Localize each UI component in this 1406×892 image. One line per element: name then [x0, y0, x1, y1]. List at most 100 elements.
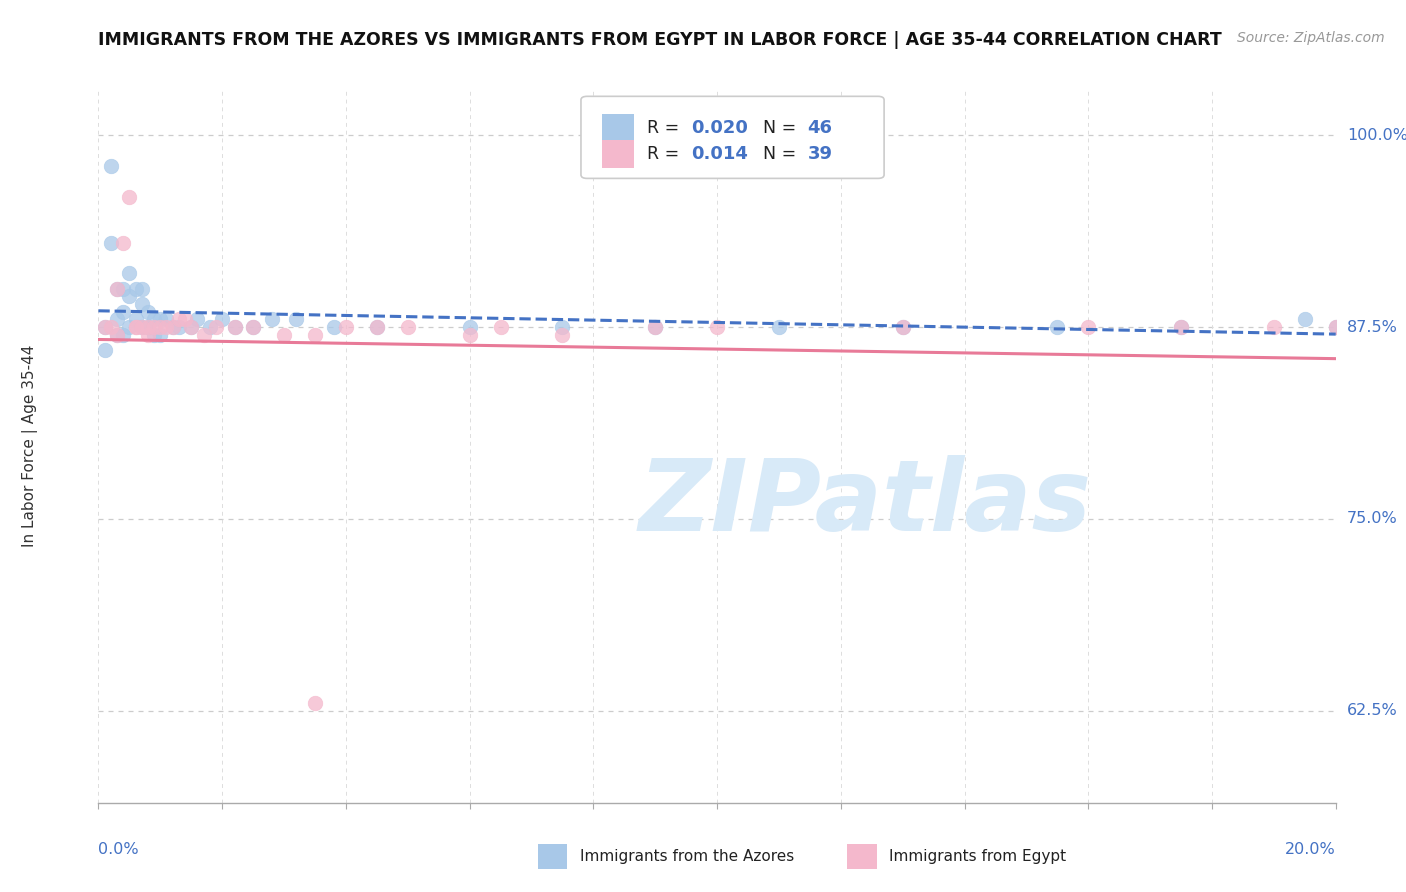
- Text: 0.020: 0.020: [692, 120, 748, 137]
- Point: [198, 320, 221, 334]
- Point: [124, 320, 146, 334]
- Point: [112, 235, 135, 250]
- Point: [366, 320, 388, 334]
- Point: [551, 327, 574, 342]
- Bar: [537, 844, 568, 869]
- Point: [93, 320, 115, 334]
- Point: [124, 312, 146, 326]
- Point: [112, 282, 135, 296]
- Point: [100, 159, 122, 173]
- Point: [1077, 320, 1099, 334]
- Point: [112, 304, 135, 318]
- Point: [224, 320, 246, 334]
- Point: [100, 320, 122, 334]
- Point: [224, 320, 246, 334]
- Point: [149, 312, 172, 326]
- Point: [136, 327, 159, 342]
- Point: [124, 320, 146, 334]
- Point: [162, 320, 184, 334]
- Point: [105, 327, 128, 342]
- Text: 87.5%: 87.5%: [1347, 319, 1398, 334]
- Point: [131, 320, 153, 334]
- Text: 100.0%: 100.0%: [1347, 128, 1406, 143]
- Text: R =: R =: [647, 145, 685, 163]
- Point: [193, 327, 215, 342]
- Text: R =: R =: [647, 120, 685, 137]
- Point: [1324, 320, 1347, 334]
- Bar: [602, 139, 634, 168]
- Point: [105, 327, 128, 342]
- Point: [118, 289, 141, 303]
- Text: 39: 39: [807, 145, 832, 163]
- Point: [1263, 320, 1285, 334]
- Point: [768, 320, 790, 334]
- Point: [149, 320, 172, 334]
- Point: [124, 282, 146, 296]
- Point: [396, 320, 419, 334]
- Point: [644, 320, 666, 334]
- Point: [180, 320, 202, 334]
- Text: In Labor Force | Age 35-44: In Labor Force | Age 35-44: [22, 345, 38, 547]
- Point: [167, 320, 190, 334]
- Point: [458, 320, 481, 334]
- Point: [118, 320, 141, 334]
- Point: [136, 320, 159, 334]
- Point: [105, 312, 128, 326]
- Point: [1046, 320, 1069, 334]
- Text: 46: 46: [807, 120, 832, 137]
- Point: [118, 266, 141, 280]
- Point: [143, 327, 166, 342]
- Point: [93, 320, 115, 334]
- Point: [162, 320, 184, 334]
- Point: [174, 312, 197, 326]
- Text: Source: ZipAtlas.com: Source: ZipAtlas.com: [1237, 31, 1385, 45]
- Point: [1294, 312, 1316, 326]
- Point: [131, 297, 153, 311]
- FancyBboxPatch shape: [581, 96, 884, 178]
- Point: [551, 320, 574, 334]
- Point: [1170, 320, 1192, 334]
- Point: [304, 696, 326, 710]
- Point: [644, 320, 666, 334]
- Bar: [602, 114, 634, 143]
- Point: [335, 320, 357, 334]
- Text: 20.0%: 20.0%: [1285, 842, 1336, 856]
- Text: Immigrants from Egypt: Immigrants from Egypt: [889, 849, 1066, 863]
- Point: [489, 320, 512, 334]
- Point: [112, 327, 135, 342]
- Point: [1170, 320, 1192, 334]
- Point: [304, 327, 326, 342]
- Bar: [846, 844, 877, 869]
- Point: [105, 282, 128, 296]
- Point: [366, 320, 388, 334]
- Point: [143, 320, 166, 334]
- Point: [155, 320, 177, 334]
- Point: [706, 320, 728, 334]
- Point: [260, 312, 283, 326]
- Point: [167, 312, 190, 326]
- Point: [427, 811, 450, 825]
- Point: [136, 304, 159, 318]
- Text: 75.0%: 75.0%: [1347, 511, 1398, 526]
- Point: [105, 282, 128, 296]
- Text: 0.014: 0.014: [692, 145, 748, 163]
- Text: 0.0%: 0.0%: [98, 842, 139, 856]
- Point: [891, 320, 914, 334]
- Point: [136, 320, 159, 334]
- Point: [93, 343, 115, 357]
- Point: [155, 312, 177, 326]
- Point: [205, 320, 228, 334]
- Text: IMMIGRANTS FROM THE AZORES VS IMMIGRANTS FROM EGYPT IN LABOR FORCE | AGE 35-44 C: IMMIGRANTS FROM THE AZORES VS IMMIGRANTS…: [98, 31, 1222, 49]
- Text: N =: N =: [752, 120, 801, 137]
- Point: [273, 327, 295, 342]
- Point: [458, 327, 481, 342]
- Point: [186, 312, 208, 326]
- Point: [322, 320, 344, 334]
- Point: [242, 320, 264, 334]
- Point: [242, 320, 264, 334]
- Point: [891, 320, 914, 334]
- Point: [143, 312, 166, 326]
- Point: [100, 235, 122, 250]
- Text: N =: N =: [752, 145, 801, 163]
- Point: [131, 282, 153, 296]
